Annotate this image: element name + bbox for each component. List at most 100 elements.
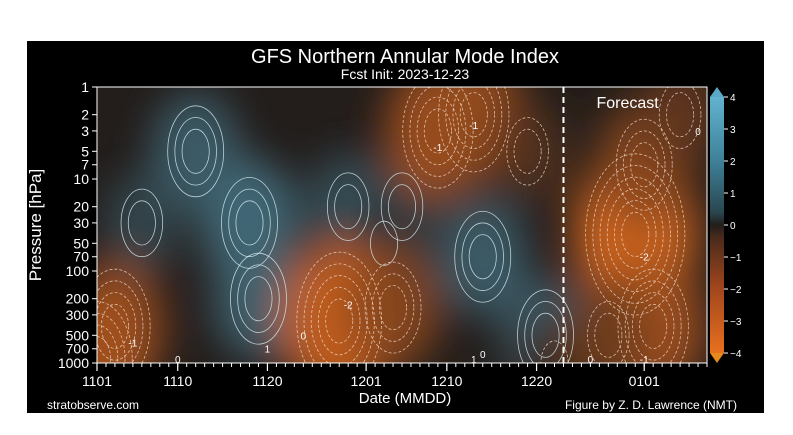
contour-20-1 xyxy=(594,312,623,358)
contour-13-2 xyxy=(416,96,460,166)
credit-left: stratobserve.com xyxy=(47,398,139,412)
contour-9-1 xyxy=(100,303,129,349)
contour-10-2 xyxy=(97,324,119,363)
colorbar-extend-low xyxy=(710,353,724,363)
contour-19-4 xyxy=(617,268,689,363)
contour-lines xyxy=(97,87,702,363)
x-tick-label-4: 1210 xyxy=(431,373,462,389)
anomaly-blob-21 xyxy=(640,87,707,168)
contour-15-2 xyxy=(506,117,549,186)
contour-4-1 xyxy=(334,184,363,230)
contour-9-3 xyxy=(97,280,144,363)
contour-19-2 xyxy=(631,292,675,361)
contour-label-0: -1 xyxy=(433,143,442,154)
contour-17-2 xyxy=(614,200,657,269)
contour-18-1 xyxy=(630,142,659,188)
contour-3-2 xyxy=(120,188,164,258)
contour-label-1: -1 xyxy=(469,121,478,132)
contour-5-2 xyxy=(380,172,424,241)
y-tick-label-8: 50 xyxy=(73,235,89,251)
contour-7-3 xyxy=(517,289,574,363)
contour-21-2 xyxy=(658,87,702,149)
y-tick-label-15: 1000 xyxy=(58,355,89,371)
contour-4-2 xyxy=(326,172,370,241)
contour-17-4 xyxy=(599,176,671,292)
contour-11-5 xyxy=(296,251,382,363)
colorbar-tick-label-8: −4 xyxy=(730,349,742,360)
chart-subtitle: Fcst Init: 2023-12-23 xyxy=(341,66,470,82)
contour-1-1 xyxy=(244,276,273,322)
contour-18-2 xyxy=(623,130,666,199)
contour-label-3: -1 xyxy=(128,339,137,350)
colorbar-tick-label-4: 0 xyxy=(730,221,736,232)
contour-label-6: 0 xyxy=(301,331,307,342)
contour-10-3 xyxy=(97,312,126,363)
contour-17-6 xyxy=(585,153,686,316)
y-tick-label-12: 300 xyxy=(66,307,90,323)
credit-right: Figure by Z. D. Lawrence (NMT) xyxy=(565,398,737,412)
y-tick-label-1: 2 xyxy=(81,107,89,123)
y-tick-label-2: 3 xyxy=(81,123,89,139)
colorbar-tick-label-0: 4 xyxy=(730,93,736,104)
contour-14-4 xyxy=(438,87,510,173)
x-axis-label: Date (MMDD) xyxy=(359,390,452,407)
x-axis: 1101 1110 1120 1201 1210 1220 0101 xyxy=(82,363,708,389)
y-axis-label: Pressure [hPa] xyxy=(27,169,45,281)
contour-20-2 xyxy=(587,301,630,363)
y-tick-label-4: 7 xyxy=(81,157,89,173)
colorbar: 4 3 2 1 0 −1 −2 −3 −4 xyxy=(710,87,742,363)
contour-13-3 xyxy=(409,87,467,177)
colorbar-tick-label-5: −1 xyxy=(730,253,742,264)
colorbar-tick-label-7: −3 xyxy=(730,317,742,328)
x-tick-label-6: 0101 xyxy=(629,373,660,389)
colorbar-body xyxy=(710,97,724,353)
colorbar-ticks: 4 3 2 1 0 −1 −2 −3 −4 xyxy=(724,93,742,360)
contour-7-2 xyxy=(524,301,567,363)
colorbar-extend-high xyxy=(710,87,724,97)
contour-label-4: 0 xyxy=(175,355,181,366)
contour-label-8: 0 xyxy=(588,355,594,366)
contour-6-3 xyxy=(454,210,512,303)
contour-13-1 xyxy=(423,108,452,154)
y-tick-label-6: 20 xyxy=(73,199,89,215)
contour-14-2 xyxy=(452,87,495,149)
contour-11-2 xyxy=(318,286,361,356)
contour-10-1 xyxy=(97,336,111,363)
y-tick-label-3: 5 xyxy=(81,143,89,159)
contour-12-1 xyxy=(379,285,408,331)
contour-17-3 xyxy=(606,188,664,281)
contour-11-3 xyxy=(310,275,368,363)
contour-14-1 xyxy=(459,92,488,138)
y-tick-label-14: 700 xyxy=(66,341,90,357)
y-tick-label-5: 10 xyxy=(73,171,89,187)
contour-6-2 xyxy=(461,222,504,291)
contour-17-5 xyxy=(592,165,679,304)
x-tick-label-0: 1101 xyxy=(82,373,112,389)
contour-11-4 xyxy=(303,263,375,363)
anomaly-blob-20 xyxy=(566,279,651,363)
anomaly-blob-15 xyxy=(490,101,565,201)
x-tick-label-5: 1220 xyxy=(521,373,552,389)
contour-2-2 xyxy=(174,117,217,186)
chart-title: GFS Northern Annular Mode Index xyxy=(251,46,559,68)
y-tick-label-9: 70 xyxy=(73,249,89,265)
x-tick-label-2: 1120 xyxy=(252,373,282,389)
y-tick-label-0: 1 xyxy=(81,79,89,95)
contour-2-1 xyxy=(181,128,210,174)
colorbar-tick-label-3: 1 xyxy=(730,189,736,200)
contour-label-11: 0 xyxy=(695,127,701,138)
contour-label-2: -2 xyxy=(344,300,353,311)
contour-15-1 xyxy=(513,128,542,174)
contour-label-7: -2 xyxy=(640,253,649,264)
anomaly-blob-10 xyxy=(97,289,150,363)
y-tick-label-10: 100 xyxy=(66,263,90,279)
y-tick-label-7: 30 xyxy=(73,215,89,231)
contour-17-1 xyxy=(621,211,650,257)
contour-14-3 xyxy=(445,87,503,161)
contour-5-1 xyxy=(387,184,416,230)
y-tick-label-11: 200 xyxy=(66,291,90,307)
contour-8-1 xyxy=(370,220,399,266)
